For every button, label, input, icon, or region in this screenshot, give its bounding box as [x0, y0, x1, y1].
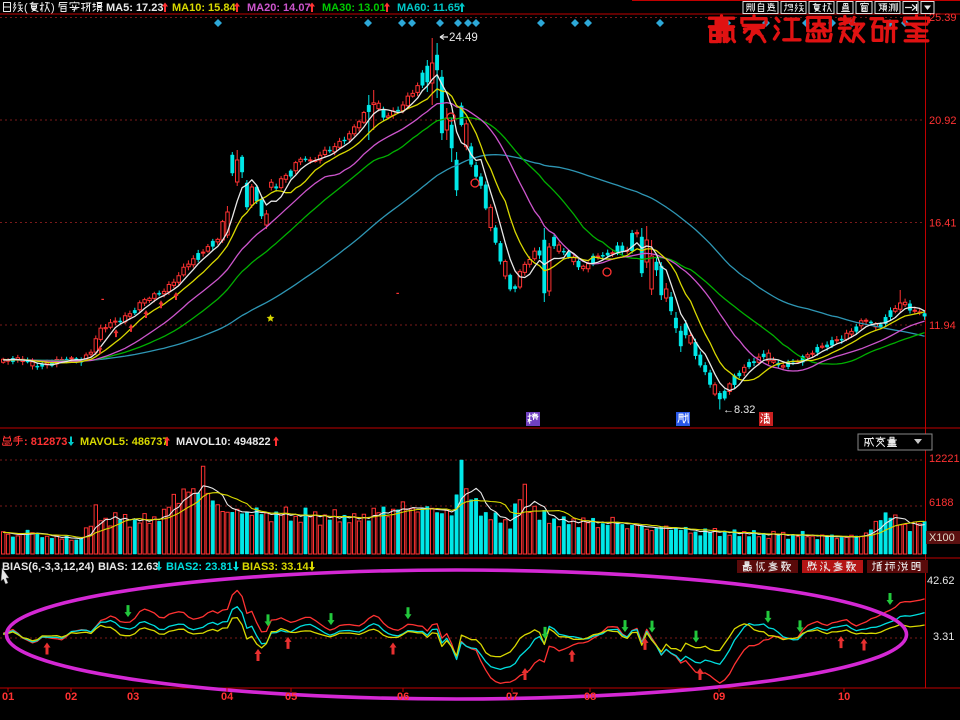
svg-text:03: 03: [127, 691, 139, 703]
svg-text:05: 05: [285, 691, 297, 703]
svg-text:MAVOL10: 494822: MAVOL10: 494822: [176, 436, 271, 448]
svg-text:16.41: 16.41: [929, 218, 957, 230]
svg-text:10: 10: [838, 691, 850, 703]
svg-text:-: -: [101, 294, 104, 305]
svg-text:BIAS3: 33.14: BIAS3: 33.14: [242, 561, 310, 573]
svg-text:-: -: [396, 288, 399, 299]
svg-text:24.49: 24.49: [449, 32, 478, 44]
svg-text:25.39: 25.39: [929, 12, 957, 24]
svg-text:02: 02: [65, 691, 77, 703]
svg-text:BIAS2: 23.81: BIAS2: 23.81: [166, 561, 233, 573]
svg-text:MA30: 13.01: MA30: 13.01: [322, 2, 386, 14]
svg-text:←8.32: ←8.32: [723, 404, 755, 416]
svg-text:08: 08: [584, 691, 596, 703]
svg-text:09: 09: [713, 691, 725, 703]
svg-text:(: (: [24, 2, 28, 14]
svg-text:MA20: 14.07: MA20: 14.07: [247, 2, 311, 14]
svg-text:01: 01: [2, 691, 14, 703]
svg-text:X100: X100: [929, 532, 955, 544]
svg-text:20.92: 20.92: [929, 115, 957, 127]
svg-text:MA5: 17.23: MA5: 17.23: [106, 2, 163, 14]
svg-text:MA10: 15.84: MA10: 15.84: [172, 2, 236, 14]
svg-text:BIAS(6,-3,3,12,24): BIAS(6,-3,3,12,24): [2, 561, 95, 573]
svg-text:MA60: 11.65: MA60: 11.65: [397, 2, 460, 14]
svg-text:04: 04: [221, 691, 234, 703]
svg-text:42.62: 42.62: [927, 575, 955, 587]
svg-text:BIAS: 12.63: BIAS: 12.63: [98, 561, 159, 573]
svg-text:6188: 6188: [929, 497, 953, 509]
svg-text:: 812873: : 812873: [24, 436, 67, 448]
svg-text:06: 06: [397, 691, 409, 703]
svg-text:): ): [51, 2, 55, 14]
svg-text:07: 07: [506, 691, 518, 703]
svg-text:MAVOL5: 486737: MAVOL5: 486737: [80, 436, 168, 448]
svg-text:3.31: 3.31: [933, 631, 954, 643]
svg-text:11.94: 11.94: [929, 320, 956, 332]
svg-text:12221: 12221: [929, 453, 960, 465]
